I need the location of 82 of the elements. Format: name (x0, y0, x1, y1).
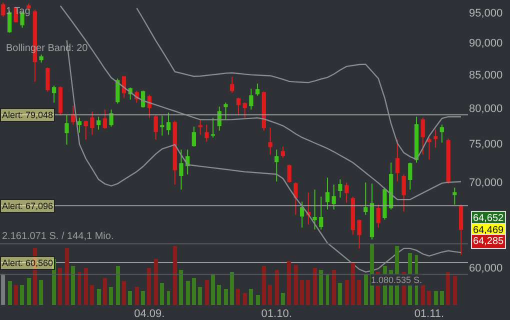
candlestick (198, 119, 202, 136)
candlestick (160, 115, 164, 136)
candlestick (344, 182, 349, 204)
candlestick (210, 117, 216, 138)
text: 64,652 (473, 213, 504, 224)
candlestick (427, 137, 432, 160)
candlestick (236, 97, 241, 116)
candlestick (46, 67, 50, 92)
candlestick (357, 219, 362, 250)
y-tick-label: 60,000 (469, 262, 503, 275)
candlestick (166, 112, 171, 136)
candlestick (39, 54, 44, 64)
candlestick (52, 85, 56, 104)
text: 64,469 (473, 225, 504, 236)
y-tick-label: 85,000 (469, 69, 503, 82)
candlestick (179, 149, 184, 190)
line-series (136, 7, 462, 160)
candlestick (325, 177, 330, 210)
candlestick (90, 111, 94, 136)
candlestick (192, 126, 196, 148)
candlestick (172, 120, 177, 186)
candlestick (64, 114, 69, 146)
candlestick (458, 204, 464, 256)
candlestick (274, 149, 279, 182)
candlestick (242, 102, 247, 118)
candlestick (224, 102, 228, 120)
candlestick (58, 86, 62, 116)
y-tick-label: 80,000 (469, 102, 503, 115)
candlestick (268, 127, 272, 156)
ref-line-label: Alert: 67,096 (2, 201, 54, 211)
y-tick-label: 70,000 (469, 177, 503, 190)
candlestick (395, 139, 400, 182)
ref-line-label: 1.080.535 S. (371, 275, 422, 285)
candlestick (452, 187, 457, 206)
ref-line-label: 2.161.071 S. / 144,1 Mio. (2, 231, 114, 242)
ref-line-label: Alert: 79,048 (2, 110, 54, 120)
candlestick (376, 204, 380, 228)
candlestick (287, 164, 292, 184)
x-tick-label: 01.10. (261, 308, 292, 320)
candlestick (109, 109, 114, 128)
candlestick (446, 138, 450, 184)
candlestick (280, 146, 286, 158)
y-tick-label: 75,000 (469, 138, 503, 151)
candlestick (382, 187, 387, 220)
candlestick (84, 120, 88, 140)
candlestick (306, 192, 310, 226)
text: 64,285 (473, 236, 504, 247)
candlestick (440, 124, 444, 144)
candlestick (312, 189, 317, 230)
candlestick (96, 116, 101, 130)
candlestick (338, 179, 342, 198)
candlestick (147, 94, 152, 118)
candlestick (204, 124, 209, 142)
candlestick (408, 162, 412, 190)
candlestick (230, 76, 234, 94)
candlestick (414, 116, 419, 164)
candlestick (102, 109, 107, 130)
candlestick (332, 184, 336, 210)
candlestick (122, 75, 126, 98)
candlestick (255, 83, 260, 96)
candlestick (389, 162, 394, 210)
candlestick (77, 117, 82, 134)
candlestick (249, 88, 254, 110)
ref-line-label: Alert: 60,560 (2, 258, 54, 268)
candlestick (434, 129, 438, 148)
candlestick (370, 183, 374, 240)
candlestick (294, 182, 298, 216)
x-tick-label: 01.11. (414, 308, 444, 320)
y-tick-label: 90,000 (469, 38, 503, 50)
x-tick-label: 04.09. (134, 308, 165, 320)
candlestick (300, 201, 304, 228)
candlestick (402, 174, 406, 212)
candlestick (1, 2, 6, 18)
candlestick (420, 117, 425, 156)
y-tick-label: 95,000 (469, 8, 503, 20)
candlestick (350, 196, 355, 236)
candlestick (319, 196, 324, 230)
candlestick (154, 114, 158, 140)
candlestick (116, 78, 120, 104)
candlestick (364, 182, 368, 216)
candlestick (71, 105, 76, 126)
candlestick (262, 91, 266, 132)
